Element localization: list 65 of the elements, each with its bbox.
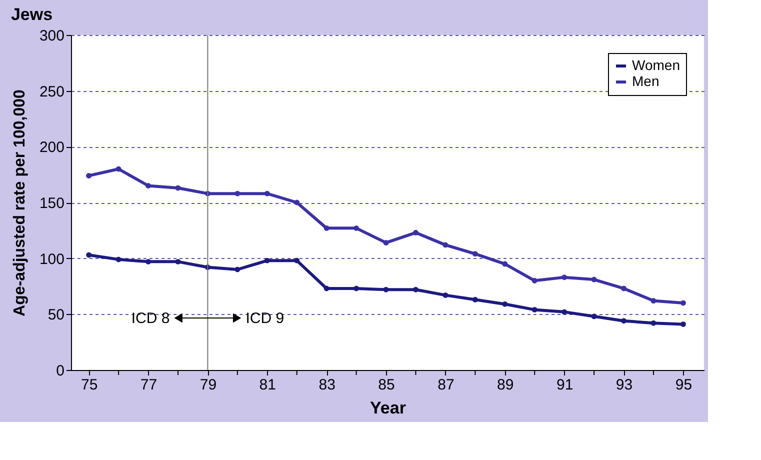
annotation: ICD 9 bbox=[246, 310, 284, 327]
point bbox=[324, 225, 330, 231]
point bbox=[383, 286, 389, 292]
point bbox=[324, 286, 330, 292]
x-tick-label: 79 bbox=[200, 376, 217, 394]
x-tick-label: 75 bbox=[80, 376, 98, 394]
point bbox=[116, 256, 122, 262]
point bbox=[354, 225, 360, 231]
y-tick-label: 100 bbox=[39, 250, 64, 268]
point bbox=[562, 274, 568, 280]
x-tick-label: 89 bbox=[497, 376, 514, 394]
x-tick-label: 93 bbox=[616, 376, 633, 394]
point bbox=[116, 166, 122, 172]
y-tick-label: 300 bbox=[39, 28, 64, 44]
x-tick-label: 81 bbox=[259, 376, 276, 394]
x-tick-label: 83 bbox=[318, 376, 336, 394]
point bbox=[294, 200, 300, 206]
x-tick-label: 87 bbox=[438, 376, 454, 394]
point bbox=[502, 261, 508, 267]
point bbox=[146, 183, 152, 188]
point bbox=[234, 266, 240, 272]
point bbox=[175, 258, 181, 264]
point bbox=[502, 301, 508, 307]
point bbox=[86, 172, 92, 178]
point bbox=[264, 258, 270, 264]
point bbox=[621, 318, 626, 324]
x-tick-label: 77 bbox=[140, 376, 158, 394]
x-axis-title: Year bbox=[370, 398, 406, 418]
x-tick-label: 91 bbox=[556, 376, 574, 394]
legend-label: Men bbox=[632, 73, 660, 89]
x-tick-label: 95 bbox=[675, 376, 692, 394]
point bbox=[562, 309, 568, 315]
annotation: ICD 8 bbox=[131, 310, 170, 327]
y-tick-label: 200 bbox=[39, 139, 64, 156]
legend-label: Women bbox=[632, 57, 680, 73]
point bbox=[591, 314, 597, 320]
y-tick-label: 0 bbox=[56, 362, 64, 380]
point bbox=[680, 321, 686, 327]
point bbox=[354, 286, 360, 292]
point bbox=[532, 306, 538, 312]
point bbox=[383, 240, 389, 246]
point bbox=[591, 276, 597, 282]
y-tick-label: 50 bbox=[48, 306, 64, 324]
point bbox=[472, 296, 478, 302]
point bbox=[680, 300, 686, 306]
point bbox=[442, 242, 448, 248]
point bbox=[412, 286, 418, 292]
point bbox=[264, 190, 270, 196]
y-tick-label: 250 bbox=[39, 83, 64, 100]
point bbox=[412, 230, 418, 236]
point bbox=[234, 190, 240, 196]
point bbox=[86, 252, 92, 258]
point bbox=[442, 292, 448, 298]
x-tick-label: 85 bbox=[378, 376, 395, 394]
point bbox=[472, 251, 478, 257]
point bbox=[621, 286, 626, 292]
point bbox=[146, 258, 152, 264]
y-axis-title: Age-adjusted rate per 100,000 bbox=[11, 90, 28, 316]
point bbox=[650, 320, 656, 326]
point bbox=[175, 185, 181, 191]
chart-title: Jews bbox=[10, 5, 53, 24]
point bbox=[294, 258, 300, 264]
y-tick-label: 150 bbox=[39, 195, 64, 212]
point bbox=[532, 278, 538, 284]
point bbox=[650, 298, 656, 304]
